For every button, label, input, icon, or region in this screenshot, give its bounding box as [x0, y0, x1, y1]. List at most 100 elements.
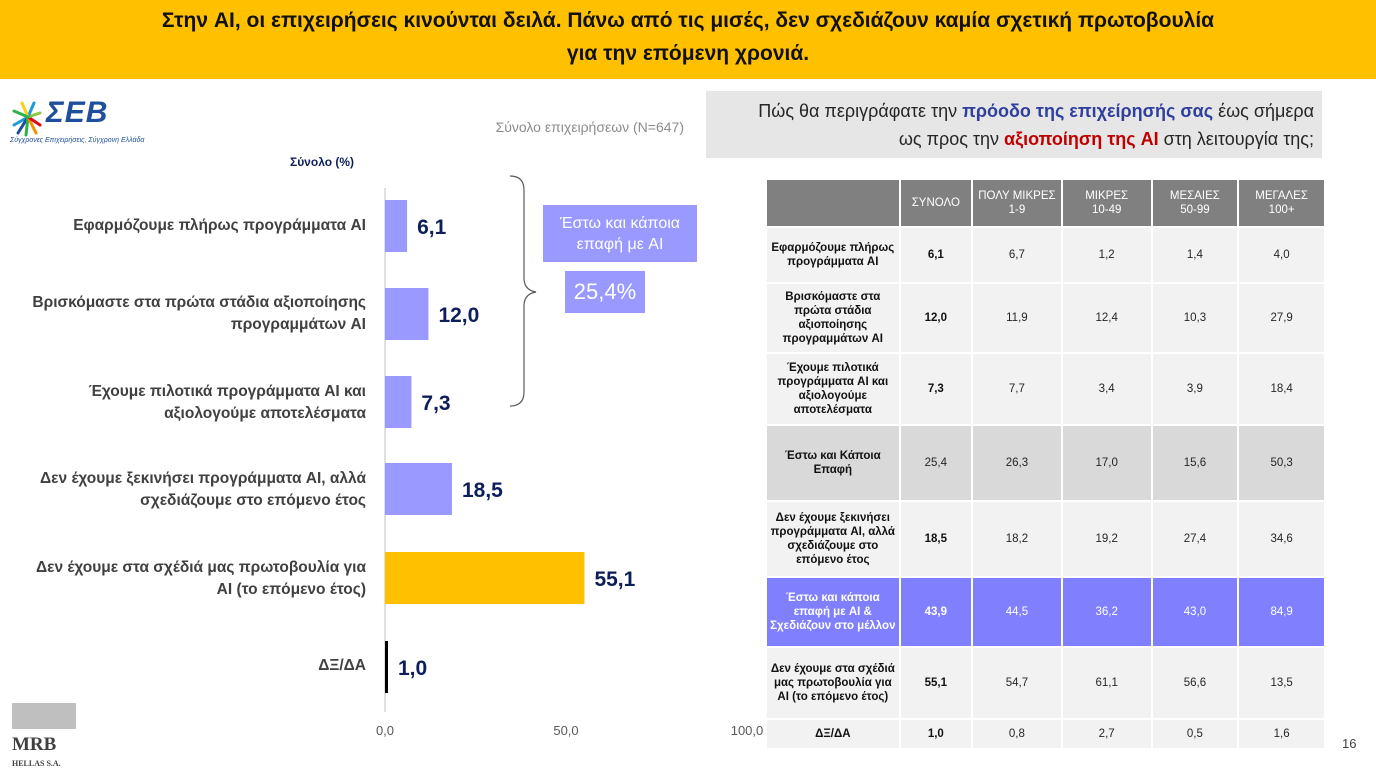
- table-cell: 15,6: [1151, 425, 1240, 502]
- header-line: ΣΥΝΟΛΟ: [911, 197, 960, 209]
- table-cell: 27,4: [1151, 501, 1240, 578]
- table-row: Δεν έχουμε στα σχέδιά μας πρωτοβουλία γι…: [767, 647, 1326, 720]
- bar: [385, 463, 452, 515]
- table-row: Έστω και Κάποια Επαφή 25,4 26,3 17,0 15,…: [767, 425, 1326, 502]
- table-row: Έστω και κάποια επαφή με AI & Σχεδιάζουν…: [767, 577, 1326, 648]
- table-cell: 7,3: [899, 353, 974, 426]
- category-label-line: Εφαρμόζουμε πλήρως προγράμματα AI: [73, 217, 366, 234]
- chart-ylabel: Σύνολο (%): [290, 155, 355, 169]
- question-text: ως προς την: [898, 129, 1005, 149]
- table-cell: 84,9: [1238, 577, 1326, 648]
- ticks-layer: 0,0 50,0 100,0: [376, 723, 763, 738]
- table-cell: 12,0: [899, 283, 974, 354]
- table-row: Βρισκόμαστε στα πρώτα στάδια αξιοποίησης…: [767, 283, 1326, 354]
- header-line: 100+: [1268, 204, 1295, 216]
- bar-value-label: 12,0: [438, 304, 479, 327]
- table-cell: 1,6: [1238, 719, 1326, 750]
- category-label-line: Βρισκόμαστε στα πρώτα στάδια αξιοποίησης: [32, 294, 366, 311]
- table-cell: 18,5: [899, 501, 974, 578]
- bar: [385, 376, 412, 428]
- question-text: Πώς θα περιγράφατε την: [758, 101, 963, 121]
- bar-value-label: 55,1: [594, 568, 635, 591]
- table-cell: 50,3: [1238, 425, 1326, 502]
- header-line: 10-49: [1091, 204, 1122, 216]
- sev-logo-tagline: Σύγχρονες Επιχειρήσεις, Σύγχρονη Ελλάδα: [10, 137, 145, 144]
- table-cell: 43,0: [1151, 577, 1240, 648]
- category-label-line: σχεδιάζουμε στο επόμενο έτος: [140, 492, 366, 509]
- table-cell: 12,4: [1061, 283, 1153, 354]
- mrb-logo-icon: [12, 703, 76, 729]
- bar-value-label: 7,3: [421, 392, 450, 415]
- callout-value: 25,4%: [565, 271, 645, 313]
- bar-value-label: 18,5: [462, 479, 503, 502]
- row-label: Έστω και Κάποια Επαφή: [767, 425, 901, 502]
- row-label: Έστω και κάποια επαφή με AI & Σχεδιάζουν…: [767, 577, 901, 648]
- table-cell: 0,8: [972, 719, 1063, 750]
- question-text: στη λειτουργία της;: [1158, 129, 1314, 149]
- category-label-line: αξιολογούμε αποτελέσματα: [164, 405, 366, 422]
- table-cell: 4,0: [1238, 227, 1326, 284]
- x-tick-label: 0,0: [376, 723, 394, 738]
- mrb-logo-name: MRB: [12, 734, 57, 755]
- question-highlight: πρόοδο της επιχείρησής σας: [962, 101, 1214, 121]
- header-line: ΜΕΓΑΛΕΣ: [1255, 190, 1308, 202]
- table-header-cell: ΠΟΛΥ ΜΙΚΡΕΣ 1-9: [972, 180, 1063, 228]
- row-label: Εφαρμόζουμε πλήρως προγράμματα AI: [767, 227, 901, 284]
- question-box: Πώς θα περιγράφατε την πρόοδο της επιχεί…: [706, 91, 1322, 158]
- table-cell: 1,2: [1061, 227, 1153, 284]
- table-cell: 27,9: [1238, 283, 1326, 354]
- table-header-row: ΣΥΝΟΛΟ ΠΟΛΥ ΜΙΚΡΕΣ 1-9 ΜΙΚΡΕΣ 10-49 ΜΕΣΑΙΕ…: [767, 180, 1326, 228]
- row-label: Δεν έχουμε ξεκινήσει προγράμματα AI, αλλ…: [767, 501, 901, 578]
- bar-chart: 6,1 12,0 7,3 18,5 55,1 1,0 0,0 50,0 100,0: [376, 175, 763, 738]
- breakdown-table: ΣΥΝΟΛΟ ΠΟΛΥ ΜΙΚΡΕΣ 1-9 ΜΙΚΡΕΣ 10-49 ΜΕΣΑΙΕ…: [767, 180, 1326, 750]
- table-cell: 7,7: [972, 353, 1063, 426]
- question-text: έως σήμερα: [1213, 101, 1314, 121]
- category-label: Έχουμε πιλοτικά προγράμματα AI και αξιολ…: [0, 381, 366, 425]
- table-cell: 36,2: [1061, 577, 1153, 648]
- header-line: ΜΙΚΡΕΣ: [1085, 190, 1129, 202]
- question-line-1: Πώς θα περιγράφατε την πρόοδο της επιχεί…: [758, 101, 1314, 122]
- table-cell: 3,4: [1061, 353, 1153, 426]
- headline-line-1: Στην AI, οι επιχειρήσεις κινούνται δειλά…: [161, 9, 1215, 32]
- headline-line-2: για την επόμενη χρονιά.: [566, 42, 810, 65]
- category-label: Εφαρμόζουμε πλήρως προγράμματα AI: [0, 215, 366, 237]
- row-label: ΔΞ/ΔΑ: [767, 719, 901, 750]
- table-cell: 43,9: [899, 577, 974, 648]
- header-banner: Στην AI, οι επιχειρήσεις κινούνται δειλά…: [0, 0, 1376, 79]
- mrb-logo-sub: HELLAS S.A.: [12, 759, 61, 768]
- bar: [385, 200, 408, 252]
- table-cell: 34,6: [1238, 501, 1326, 578]
- grouping-brace: [509, 175, 537, 407]
- header-line: 50-99: [1180, 204, 1210, 216]
- table-cell: 18,2: [972, 501, 1063, 578]
- table-cell: 11,9: [972, 283, 1063, 354]
- bar-value-label: 6,1: [417, 216, 447, 239]
- category-label: Δεν έχουμε στα σχέδιά μας πρωτοβουλία γι…: [0, 557, 366, 601]
- table-header-cell: ΜΕΓΑΛΕΣ 100+: [1238, 180, 1326, 228]
- table-cell: 1,0: [899, 719, 974, 750]
- table-cell: 18,4: [1238, 353, 1326, 426]
- x-tick-label: 50,0: [553, 723, 578, 738]
- x-tick-label: 100,0: [731, 723, 764, 738]
- row-label: Έχουμε πιλοτικά προγράμματα AI και αξιολ…: [767, 353, 901, 426]
- row-label: Δεν έχουμε στα σχέδιά μας πρωτοβουλία γι…: [767, 647, 901, 720]
- header-line: ΜΕΣΑΙΕΣ: [1169, 190, 1220, 202]
- table-row: Δεν έχουμε ξεκινήσει προγράμματα AI, αλλ…: [767, 501, 1326, 578]
- table-cell: 55,1: [899, 647, 974, 720]
- page-number: 16: [1342, 736, 1357, 751]
- table-cell: 2,7: [1061, 719, 1153, 750]
- question-line-2: ως προς την αξιοποίηση της AI στη λειτου…: [899, 129, 1314, 150]
- table-header-cell: ΣΥΝΟΛΟ: [899, 180, 974, 228]
- table-cell: 6,7: [972, 227, 1063, 284]
- table-cell: 26,3: [972, 425, 1063, 502]
- table-cell: 1,4: [1151, 227, 1240, 284]
- table-cell: 17,0: [1061, 425, 1153, 502]
- bar: [385, 288, 429, 340]
- table-row: Εφαρμόζουμε πλήρως προγράμματα AI 6,1 6,…: [767, 227, 1326, 284]
- header-line: 1-9: [1008, 204, 1026, 216]
- table-header-cell: ΜΙΚΡΕΣ 10-49: [1061, 180, 1153, 228]
- category-label-line: AI (το επόμενο έτος): [216, 581, 366, 598]
- table-cell: 19,2: [1061, 501, 1153, 578]
- category-label-line: ΔΞ/ΔΑ: [318, 657, 366, 674]
- bar: [385, 552, 585, 604]
